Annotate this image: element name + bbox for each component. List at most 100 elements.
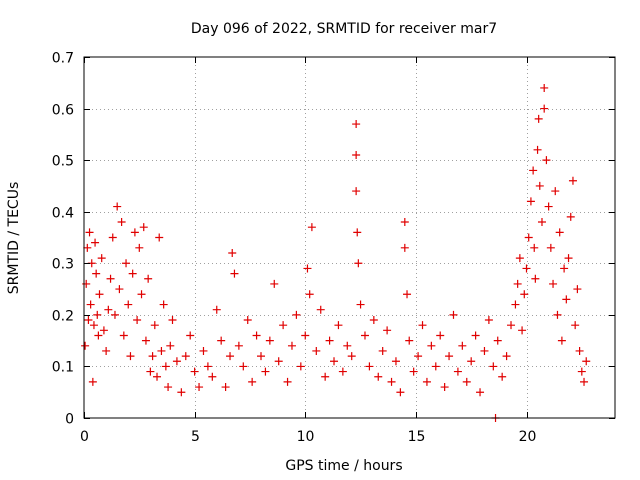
data-point xyxy=(378,346,387,355)
data-point xyxy=(325,336,334,345)
data-point xyxy=(228,248,237,257)
x-tick-label: 15 xyxy=(408,429,426,445)
data-point xyxy=(305,290,314,299)
y-tick-label: 0 xyxy=(65,412,74,428)
data-point xyxy=(124,300,133,309)
data-point xyxy=(343,341,352,350)
data-point xyxy=(383,326,392,335)
data-point xyxy=(518,326,527,335)
data-point xyxy=(234,341,243,350)
data-point xyxy=(369,316,378,325)
data-point xyxy=(540,104,549,113)
data-point xyxy=(571,321,580,330)
data-point xyxy=(99,326,108,335)
data-point xyxy=(312,346,321,355)
data-point xyxy=(95,290,104,299)
data-point xyxy=(321,372,330,381)
data-point xyxy=(467,357,476,366)
data-point xyxy=(166,341,175,350)
data-point xyxy=(338,367,347,376)
data-point xyxy=(400,218,409,227)
data-point xyxy=(531,274,540,283)
data-point xyxy=(391,357,400,366)
data-point xyxy=(564,254,573,263)
data-point xyxy=(353,228,362,237)
data-point xyxy=(440,383,449,392)
data-point xyxy=(542,156,551,165)
data-point xyxy=(476,388,485,397)
data-point xyxy=(405,336,414,345)
data-point xyxy=(148,352,157,361)
data-point xyxy=(141,336,150,345)
data-point xyxy=(203,362,212,371)
data-point xyxy=(97,254,106,263)
data-point xyxy=(161,362,170,371)
data-point xyxy=(287,341,296,350)
data-point xyxy=(513,279,522,288)
data-point xyxy=(562,295,571,304)
data-point xyxy=(153,372,162,381)
data-point xyxy=(85,228,94,237)
x-tick-label: 20 xyxy=(519,429,537,445)
data-point xyxy=(580,377,589,386)
data-point xyxy=(352,150,361,159)
data-point xyxy=(296,362,305,371)
data-point xyxy=(117,218,126,227)
data-point xyxy=(106,274,115,283)
data-point xyxy=(453,367,462,376)
data-point xyxy=(480,346,489,355)
data-point xyxy=(540,83,549,92)
data-point xyxy=(533,145,542,154)
data-point xyxy=(144,274,153,283)
data-point xyxy=(164,383,173,392)
data-point xyxy=(537,218,546,227)
data-point xyxy=(274,357,283,366)
data-point xyxy=(535,181,544,190)
data-point xyxy=(555,228,564,237)
data-point xyxy=(573,285,582,294)
data-point xyxy=(283,377,292,386)
data-point xyxy=(217,336,226,345)
data-point xyxy=(292,310,301,319)
data-point xyxy=(119,331,128,340)
data-point xyxy=(199,346,208,355)
data-point xyxy=(484,316,493,325)
data-point xyxy=(489,362,498,371)
data-point xyxy=(387,377,396,386)
x-tick-label: 10 xyxy=(297,429,315,445)
data-point xyxy=(530,243,539,252)
data-point xyxy=(418,321,427,330)
data-point xyxy=(515,254,524,263)
data-point xyxy=(261,367,270,376)
data-point xyxy=(529,166,538,175)
data-point xyxy=(221,383,230,392)
data-point xyxy=(507,321,516,330)
data-point xyxy=(522,264,531,273)
data-point xyxy=(575,346,584,355)
data-point xyxy=(137,290,146,299)
x-axis-label: GPS time / hours xyxy=(285,458,402,474)
data-point xyxy=(396,388,405,397)
data-point xyxy=(414,352,423,361)
data-point xyxy=(115,285,124,294)
data-point xyxy=(81,341,90,350)
data-point xyxy=(352,120,361,129)
data-point xyxy=(89,321,98,330)
data-point xyxy=(307,223,316,232)
data-point xyxy=(88,377,97,386)
data-point xyxy=(157,346,166,355)
data-point xyxy=(352,187,361,196)
data-point xyxy=(113,202,122,211)
data-point xyxy=(94,331,103,340)
data-point xyxy=(365,362,374,371)
data-point xyxy=(526,197,535,206)
data-point xyxy=(91,238,100,247)
data-point xyxy=(248,377,257,386)
data-point xyxy=(330,357,339,366)
data-point xyxy=(502,352,511,361)
data-point xyxy=(445,352,454,361)
data-point xyxy=(560,264,569,273)
y-axis-label: SRMTID / TECUs xyxy=(6,182,22,295)
data-point xyxy=(400,243,409,252)
data-point xyxy=(279,321,288,330)
